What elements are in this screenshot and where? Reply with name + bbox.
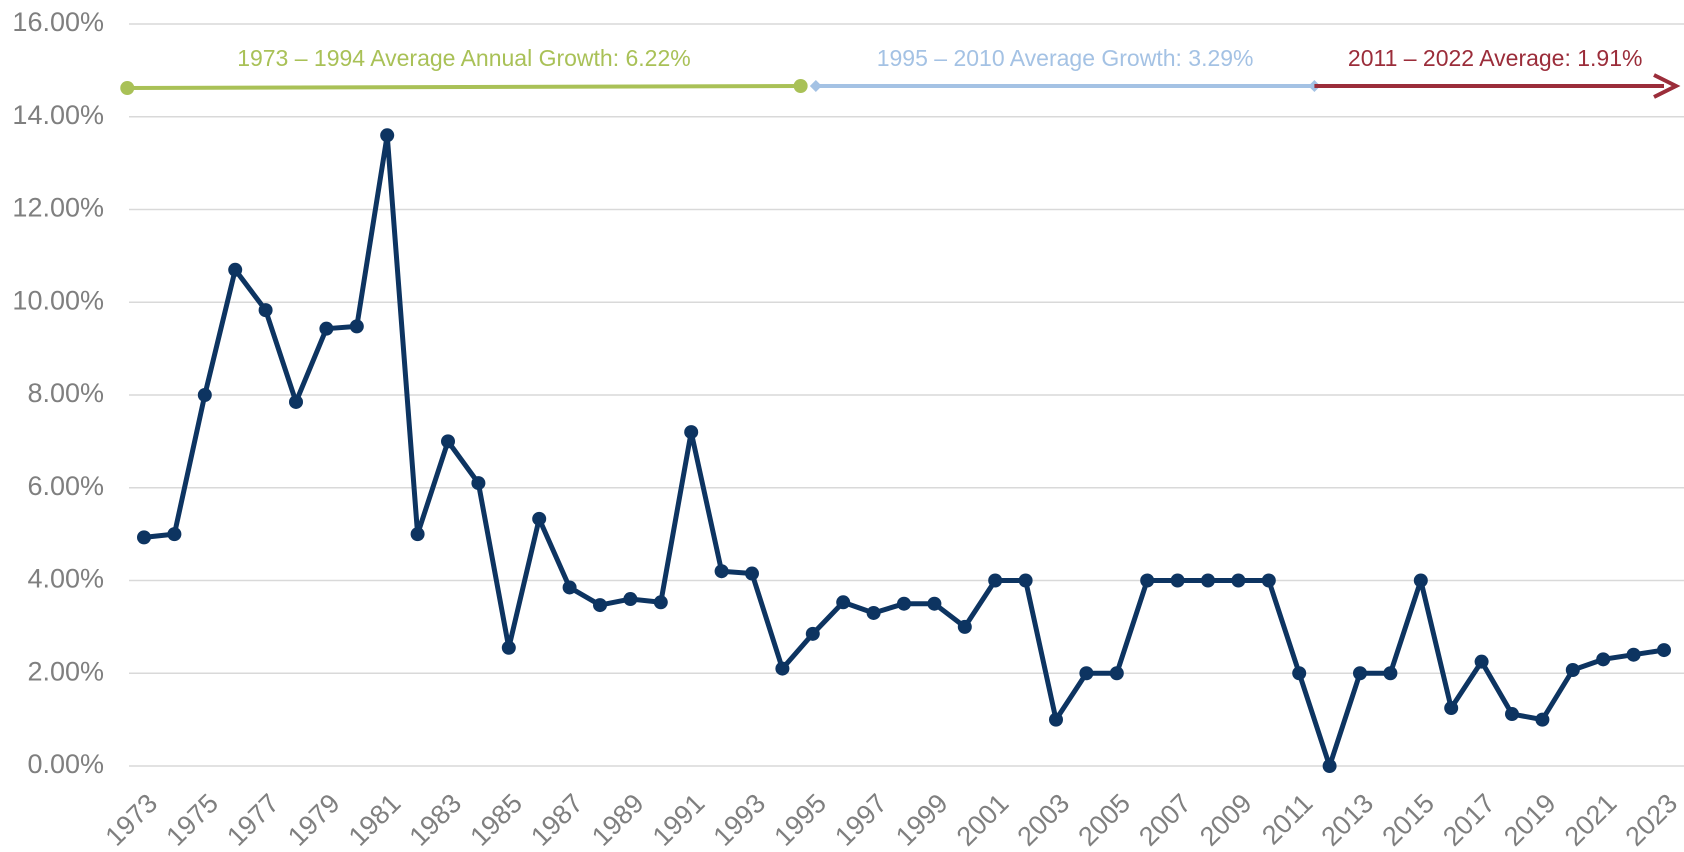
- data-point: [228, 262, 243, 277]
- data-point: [197, 388, 212, 402]
- data-point: [805, 626, 820, 641]
- annotation-end: [120, 81, 135, 95]
- annotation-end: [793, 79, 808, 93]
- data-point: [1322, 759, 1337, 773]
- data-point: [714, 564, 729, 579]
- y-tick-label: 8.00%: [27, 378, 104, 408]
- data-point: [623, 592, 638, 607]
- y-tick-label: 0.00%: [27, 749, 104, 779]
- x-tick-label: 1985: [464, 788, 528, 852]
- data-point: [957, 619, 972, 634]
- data-point: [988, 573, 1003, 588]
- data-point: [775, 661, 790, 676]
- x-tick-label: 1977: [221, 788, 285, 852]
- x-tick-label: 1991: [647, 788, 711, 852]
- data-point: [1170, 573, 1185, 588]
- data-point: [836, 595, 851, 610]
- x-tick-label: 2001: [951, 788, 1015, 852]
- x-tick-label: 2003: [1012, 788, 1076, 852]
- data-point: [745, 566, 759, 581]
- data-point: [562, 580, 577, 595]
- x-tick-label: 2021: [1559, 788, 1623, 852]
- x-tick-label: 1973: [100, 788, 164, 852]
- x-tick-label: 2015: [1376, 788, 1440, 852]
- annotation-text: 2011 – 2022 Average: 1.91%: [1348, 45, 1643, 71]
- annotation-arrow: [1653, 73, 1681, 99]
- data-point: [441, 434, 455, 449]
- data-point: [1474, 654, 1489, 669]
- data-point: [1535, 712, 1550, 727]
- data-point: [532, 511, 547, 526]
- data-point: [471, 476, 486, 491]
- data-point: [927, 596, 942, 611]
- data-point: [1079, 666, 1094, 681]
- series-line: [143, 132, 1665, 769]
- data-point: [1626, 647, 1641, 662]
- x-tick-label: 2007: [1133, 788, 1197, 852]
- data-point: [1140, 573, 1155, 588]
- x-tick-label: 1995: [768, 788, 832, 852]
- data-point: [1353, 666, 1367, 681]
- data-point: [1383, 666, 1398, 681]
- annotation-text: 1995 – 2010 Average Growth: 3.29%: [877, 45, 1254, 71]
- y-tick-label: 14.00%: [12, 100, 104, 130]
- y-tick-label: 12.00%: [12, 193, 104, 223]
- x-tick-label: 2017: [1437, 788, 1501, 852]
- data-point: [1201, 573, 1215, 588]
- data-point: [1444, 701, 1459, 716]
- data-point: [1049, 712, 1063, 727]
- y-tick-label: 10.00%: [12, 285, 104, 315]
- data-point: [593, 598, 607, 613]
- x-tick-label: 1979: [282, 788, 346, 852]
- data-point: [1292, 666, 1307, 681]
- data-point: [684, 425, 699, 440]
- x-tick-label: 1987: [525, 788, 589, 852]
- x-tick-label: 2013: [1316, 788, 1380, 852]
- data-point: [1565, 663, 1580, 678]
- data-point: [1261, 573, 1276, 588]
- data-point: [897, 596, 911, 611]
- data-point: [410, 527, 425, 542]
- annotation-end: [809, 80, 822, 92]
- x-tick-label: 1975: [160, 788, 224, 852]
- x-tick-label: 2019: [1498, 788, 1562, 852]
- data-point: [137, 530, 151, 545]
- y-tick-label: 6.00%: [27, 471, 104, 501]
- annotation-text: 1973 – 1994 Average Annual Growth: 6.22%: [237, 45, 691, 71]
- data-point: [1657, 643, 1671, 658]
- data-point: [258, 303, 273, 318]
- y-tick-label: 4.00%: [27, 564, 104, 594]
- x-tick-label: 1999: [890, 788, 954, 852]
- data-point: [653, 595, 668, 610]
- y-tick-label: 2.00%: [27, 656, 104, 686]
- data-point: [167, 527, 182, 542]
- data-point: [1413, 573, 1428, 588]
- data-point: [1231, 573, 1246, 588]
- x-tick-label: 1981: [343, 788, 407, 852]
- data-point: [380, 128, 395, 143]
- data-point: [289, 394, 303, 409]
- data-point: [501, 640, 516, 655]
- data-point: [319, 321, 334, 336]
- x-tick-label: 2005: [1072, 788, 1136, 852]
- y-tick-label: 16.00%: [12, 7, 104, 37]
- x-tick-label: 1993: [708, 788, 772, 852]
- x-tick-label: 2011: [1256, 788, 1318, 850]
- data-point: [1505, 707, 1519, 722]
- data-point: [1109, 666, 1124, 681]
- annotation-line: [127, 84, 801, 90]
- x-tick-label: 1989: [586, 788, 650, 852]
- x-tick-label: 2009: [1194, 788, 1258, 852]
- data-point: [1018, 573, 1033, 588]
- x-tick-label: 2023: [1620, 788, 1684, 852]
- data-point: [866, 605, 881, 620]
- data-point: [349, 319, 364, 334]
- x-tick-label: 1997: [829, 788, 893, 852]
- x-tick-label: 1983: [404, 788, 468, 852]
- data-point: [1596, 652, 1611, 667]
